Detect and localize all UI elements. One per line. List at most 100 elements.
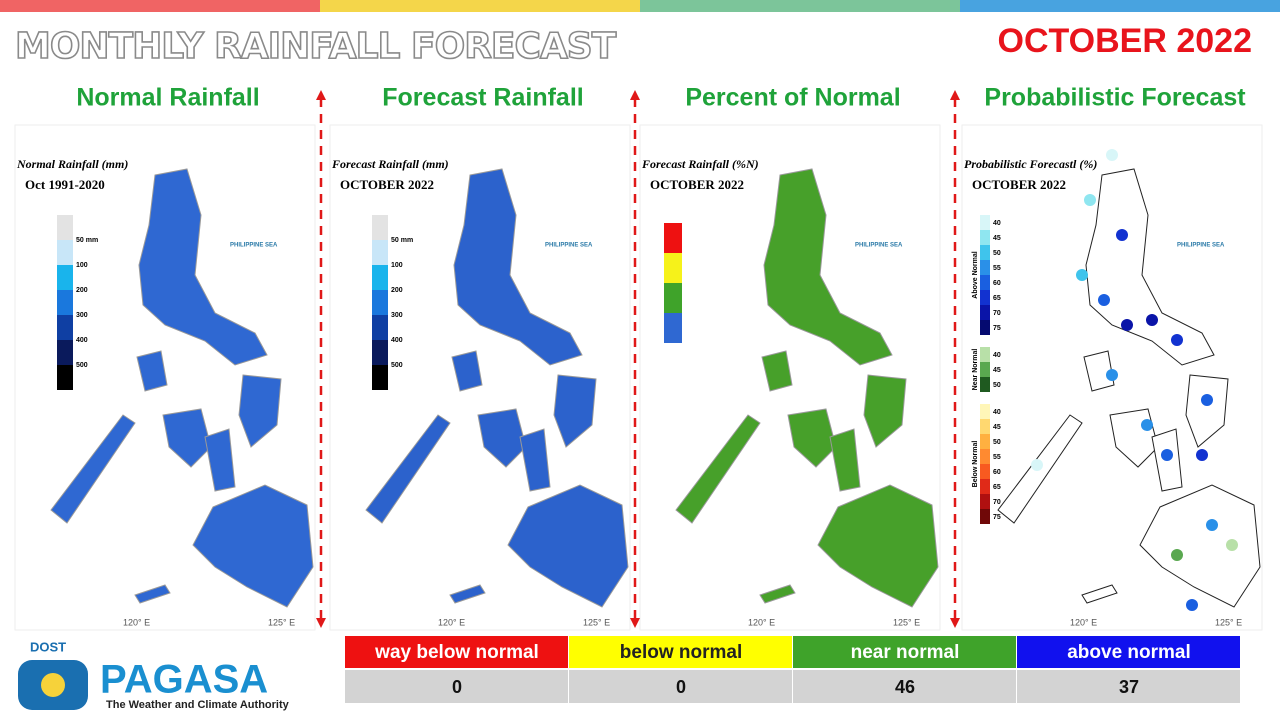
legend-label: 400 [76, 337, 88, 344]
table-value: 0 [676, 677, 686, 697]
legend-swatch [664, 283, 682, 313]
legend-label [684, 313, 734, 316]
arrow-head [630, 90, 640, 100]
legend-swatch [57, 290, 73, 315]
map-subtitle: OCTOBER 2022 [650, 177, 744, 192]
legend-label: 500 [76, 362, 88, 369]
arrow-head [950, 90, 960, 100]
island [365, 414, 451, 524]
panel-heading: Normal Rainfall [76, 84, 259, 112]
legend-swatch [980, 494, 990, 509]
map: Forecast Rainfall (mm) OCTOBER 2022 PHILIP… [329, 124, 631, 631]
top-bar [960, 0, 1280, 12]
island [829, 428, 861, 492]
logo-sun [41, 673, 65, 697]
lon-label: 120° E [438, 617, 465, 627]
island [1185, 374, 1229, 448]
logo-org: PAGASA [100, 658, 268, 702]
legend-swatch [980, 215, 990, 230]
legend-label: 70 [993, 499, 1001, 506]
legend-swatch [980, 362, 990, 377]
sea-label: PHILIPPINE SEA [230, 243, 278, 249]
island [162, 408, 212, 468]
legend-swatch [980, 290, 990, 305]
legend-label: 55 [993, 265, 1001, 272]
table-value: 0 [452, 677, 462, 697]
station-dot [1116, 229, 1128, 241]
island [477, 408, 527, 468]
legend-swatch [980, 305, 990, 320]
station-dot [1206, 519, 1218, 531]
table-cell [569, 670, 792, 703]
island [759, 584, 796, 604]
legend-swatch [980, 509, 990, 524]
lon-label: 125° E [268, 617, 295, 627]
island [192, 484, 314, 608]
legend-label: 50 mm [76, 237, 98, 244]
lon-label: 120° E [123, 617, 150, 627]
island [451, 350, 483, 392]
map: Forecast Rainfall (%N) OCTOBER 2022 PHILIP… [639, 124, 941, 631]
map-subtitle: Oct 1991-2020 [25, 177, 105, 192]
station-dot [1076, 269, 1088, 281]
legend-swatch [980, 434, 990, 449]
legend-group: Near Normal [972, 349, 979, 391]
station-dot [1031, 459, 1043, 471]
top-bar [0, 0, 320, 12]
station-dot [1201, 394, 1213, 406]
legend-swatch [372, 315, 388, 340]
legend-swatch [664, 223, 682, 253]
table-header: near normal [851, 642, 960, 663]
station-dot [1084, 194, 1096, 206]
sea-label: PHILIPPINE SEA [855, 243, 903, 249]
legend-label: 100 [391, 262, 403, 269]
panel-heading: Percent of Normal [685, 84, 900, 112]
legend-label: 75 [993, 325, 1001, 332]
island [675, 414, 761, 524]
legend-label: 60 [993, 469, 1001, 476]
legend-box [684, 253, 734, 283]
legend-label: 40 [993, 409, 1001, 416]
island [553, 374, 597, 448]
legend-label: 50 [993, 382, 1001, 389]
legend-swatch [980, 377, 990, 392]
lon-label: 125° E [893, 617, 920, 627]
legend-label: 100 [76, 262, 88, 269]
arrow-head [950, 618, 960, 628]
legend-label: 65 [993, 484, 1001, 491]
legend-swatch [980, 464, 990, 479]
legend-swatch [980, 449, 990, 464]
island [136, 350, 168, 392]
legend-swatch [372, 365, 388, 390]
island [787, 408, 837, 468]
map: Normal Rainfall (mm) Oct 1991-2020 PHILIPP… [14, 124, 316, 631]
logo-tagline: The Weather and Climate Authority [106, 699, 290, 711]
island [763, 168, 893, 366]
legend-label: 70 [993, 310, 1001, 317]
legend-swatch [372, 290, 388, 315]
legend-swatch [664, 313, 682, 343]
table-header: way below normal [374, 642, 539, 663]
legend-swatch [57, 315, 73, 340]
legend-swatch [980, 320, 990, 335]
legend-label: 45 [993, 235, 1001, 242]
legend-swatch [980, 260, 990, 275]
legend-swatch [980, 419, 990, 434]
lon-label: 125° E [583, 617, 610, 627]
station-dot [1186, 599, 1198, 611]
legend-swatch [980, 245, 990, 260]
island [1083, 350, 1115, 392]
table-header: above normal [1067, 642, 1191, 663]
map-subtitle: OCTOBER 2022 [972, 177, 1066, 192]
station-dot [1226, 539, 1238, 551]
station-dot [1141, 419, 1153, 431]
station-dot [1146, 314, 1158, 326]
sea-label: PHILIPPINE SEA [1177, 243, 1225, 249]
legend-label: 65 [993, 295, 1001, 302]
table-header-cell [1017, 636, 1240, 668]
map-subtitle: OCTOBER 2022 [340, 177, 434, 192]
island [138, 168, 268, 366]
legend-swatch [372, 240, 388, 265]
map-title: Forecast Rainfall (mm) [331, 157, 449, 171]
